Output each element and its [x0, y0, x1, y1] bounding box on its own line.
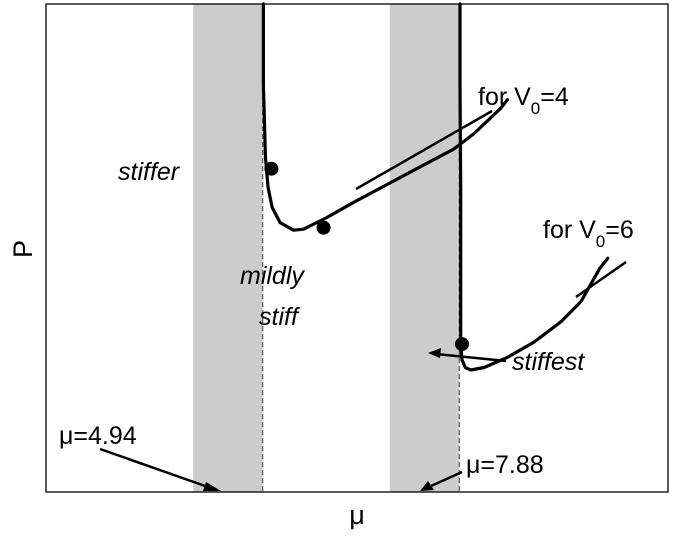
y-axis-title: P: [8, 240, 38, 258]
arrow-v0-6: [575, 260, 627, 299]
shaded-bands: [193, 4, 460, 492]
arrow-ref-left-line: [99, 447, 209, 489]
x-axis-title: μ: [349, 500, 365, 530]
marker-point-1: [264, 161, 279, 176]
arrow-stiffest-line: [435, 352, 507, 363]
annotation-arrows: [99, 109, 627, 489]
arrow-ref-right-line: [430, 470, 463, 488]
series-line-2: [458, 2, 610, 372]
legend-v0-6: for V0=6: [543, 216, 634, 251]
marker-point-2: [316, 220, 331, 235]
arrow-heads: [203, 348, 441, 491]
label-mildly: mildly: [240, 262, 305, 290]
shaded-band-1: [193, 4, 263, 492]
arrow-head-ref-left: [203, 482, 221, 491]
label-stiff: stiff: [259, 303, 301, 331]
series-line-1: [261, 2, 510, 232]
legend-v0-6-suffix: =6: [605, 216, 634, 244]
legend-v0-6-subscript: 0: [596, 232, 605, 251]
legend-v0-4-suffix: =4: [540, 83, 569, 111]
arrow-head-stiffest: [428, 348, 441, 358]
plot-frame: [45, 3, 669, 493]
legend-v0-4-prefix: for V: [478, 83, 531, 111]
curve-lines: [261, 2, 610, 372]
curve-markers: [264, 161, 470, 352]
label-ref-right: μ=7.88: [466, 451, 544, 479]
marker-point-3: [455, 337, 470, 352]
legend-v0-4: for V0=4: [478, 83, 569, 118]
label-stiffest: stiffest: [512, 348, 585, 376]
label-stiffer: stiffer: [118, 158, 181, 186]
shaded-band-2: [389, 4, 460, 492]
legend-v0-6-prefix: for V: [543, 216, 596, 244]
arrow-head-ref-right: [420, 481, 434, 491]
arrow-v0-4: [355, 109, 493, 191]
label-ref-left: μ=4.94: [59, 422, 137, 450]
legend-v0-4-subscript: 0: [531, 99, 540, 118]
